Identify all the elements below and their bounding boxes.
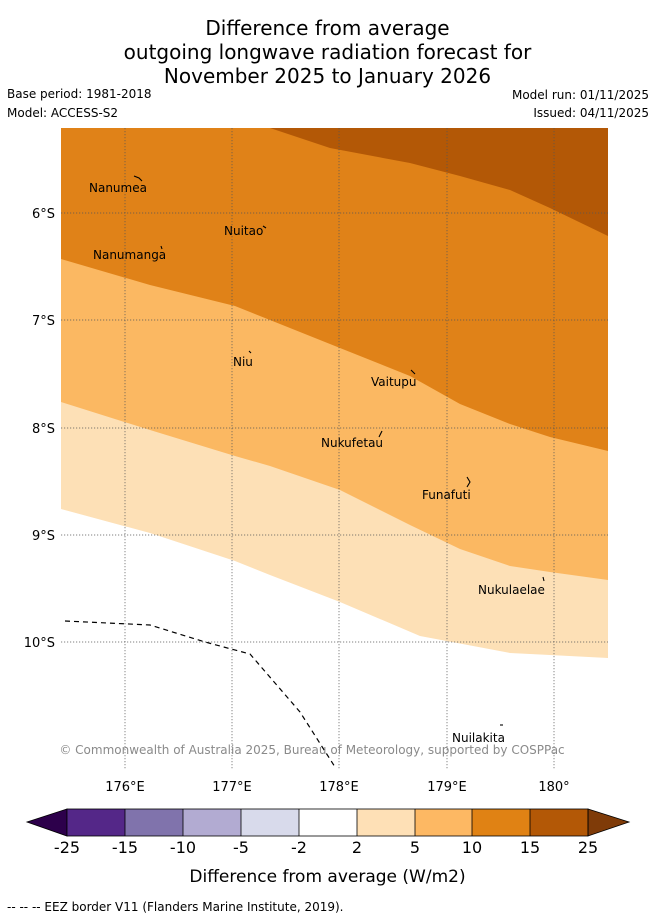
place-labels: Nanumea Nuitao Nanumanga Niu Vaitupu Nuk… (89, 181, 545, 745)
island-vaitupu-shape (410, 369, 416, 375)
colorbar-tick-label: 5 (410, 838, 420, 857)
lat-tick-label: 8°S (32, 422, 55, 437)
copyright-text: © Commonwealth of Australia 2025, Bureau… (59, 743, 564, 757)
colorbar-segment (241, 809, 299, 836)
place-label: Niu (233, 355, 253, 369)
lat-tick-label: 6°S (32, 207, 55, 222)
island-nanumanga-shape (160, 245, 163, 250)
lon-tick-label: 180° (538, 780, 569, 795)
colorbar-max-extension (587, 808, 631, 837)
colorbar-tick-label: 25 (578, 838, 598, 857)
place-label: Nukufetau (321, 436, 383, 450)
island-funafuti-shape (466, 476, 471, 488)
island-nanumea-shape (133, 175, 143, 182)
lat-tick-label: 9°S (32, 529, 55, 544)
colorbar-segment (299, 809, 357, 836)
island-shapes (133, 175, 545, 726)
colorbar-tick-label: 10 (462, 838, 482, 857)
place-label: Nuitao (224, 224, 263, 238)
colorbar-tick-label: -15 (112, 838, 138, 857)
colorbar-tick-label: -5 (233, 838, 249, 857)
colorbar-dividers (124, 809, 531, 836)
eez-border-line (64, 620, 336, 768)
chart-title: Difference from average outgoing longwav… (0, 16, 655, 88)
island-niu-shape (248, 350, 252, 354)
colorbar-segment (472, 809, 530, 836)
colorbar-min-extension (25, 808, 68, 837)
lat-tick-label: 7°S (32, 314, 55, 329)
place-label: Nuilakita (452, 731, 505, 745)
colorbar-segment (67, 809, 125, 836)
colorbar-tick-label: -10 (170, 838, 196, 857)
colorbar-segment (415, 809, 472, 836)
colorbar-label: Difference from average (W/m2) (189, 867, 466, 887)
place-label: Funafuti (422, 488, 471, 502)
lon-tick-label: 179°E (427, 780, 467, 795)
lon-tick-label: 177°E (212, 780, 252, 795)
colorbar-segment (357, 809, 415, 836)
latitude-tick-labels: 6°S 7°S 8°S 9°S 10°S (24, 207, 55, 651)
colorbar-outline (66, 808, 589, 837)
model-run-text: Model run: 01/11/2025 (511, 88, 649, 102)
place-label: Vaitupu (371, 375, 417, 389)
title-line-2: outgoing longwave radiation forecast for (123, 40, 532, 64)
model-text: Model: ACCESS-S2 (7, 106, 119, 120)
lat-tick-label: 10°S (24, 636, 55, 651)
colorbar-tick-labels: -25 -15 -10 -5 -2 2 5 10 15 25 (54, 838, 598, 857)
lon-tick-label: 178°E (319, 780, 359, 795)
colorbar-segment (183, 809, 241, 836)
map-area: Nanumea Nuitao Nanumanga Niu Vaitupu Nuk… (59, 128, 608, 770)
eez-border-legend: -- -- -- EEZ border V11 (Flanders Marine… (7, 900, 344, 914)
title-line-1: Difference from average (205, 16, 450, 40)
colorbar-tick-label: -25 (54, 838, 80, 857)
title-line-3: November 2025 to January 2026 (163, 64, 492, 88)
longitude-tick-labels: 176°E 177°E 178°E 179°E 180° (105, 780, 569, 795)
lon-tick-label: 176°E (105, 780, 145, 795)
place-label: Nanumanga (93, 248, 166, 262)
island-nukulaelae-shape (542, 576, 545, 582)
colorbar-tick-label: 2 (352, 838, 362, 857)
issued-text: Issued: 04/11/2025 (533, 106, 649, 120)
base-period-text: Base period: 1981-2018 (7, 87, 152, 101)
graticule (61, 128, 608, 770)
place-label: Nanumea (89, 181, 147, 195)
island-nuitao-shape (262, 225, 267, 229)
colorbar: -25 -15 -10 -5 -2 2 5 10 15 25 (25, 808, 631, 857)
colorbar-tick-label: -2 (291, 838, 307, 857)
zone-neutral (61, 509, 608, 770)
colorbar-segment (125, 809, 183, 836)
colorbar-segment (530, 809, 588, 836)
island-nukufetau-shape (378, 430, 383, 438)
place-label: Nukulaelae (478, 583, 545, 597)
colorbar-tick-label: 15 (520, 838, 540, 857)
